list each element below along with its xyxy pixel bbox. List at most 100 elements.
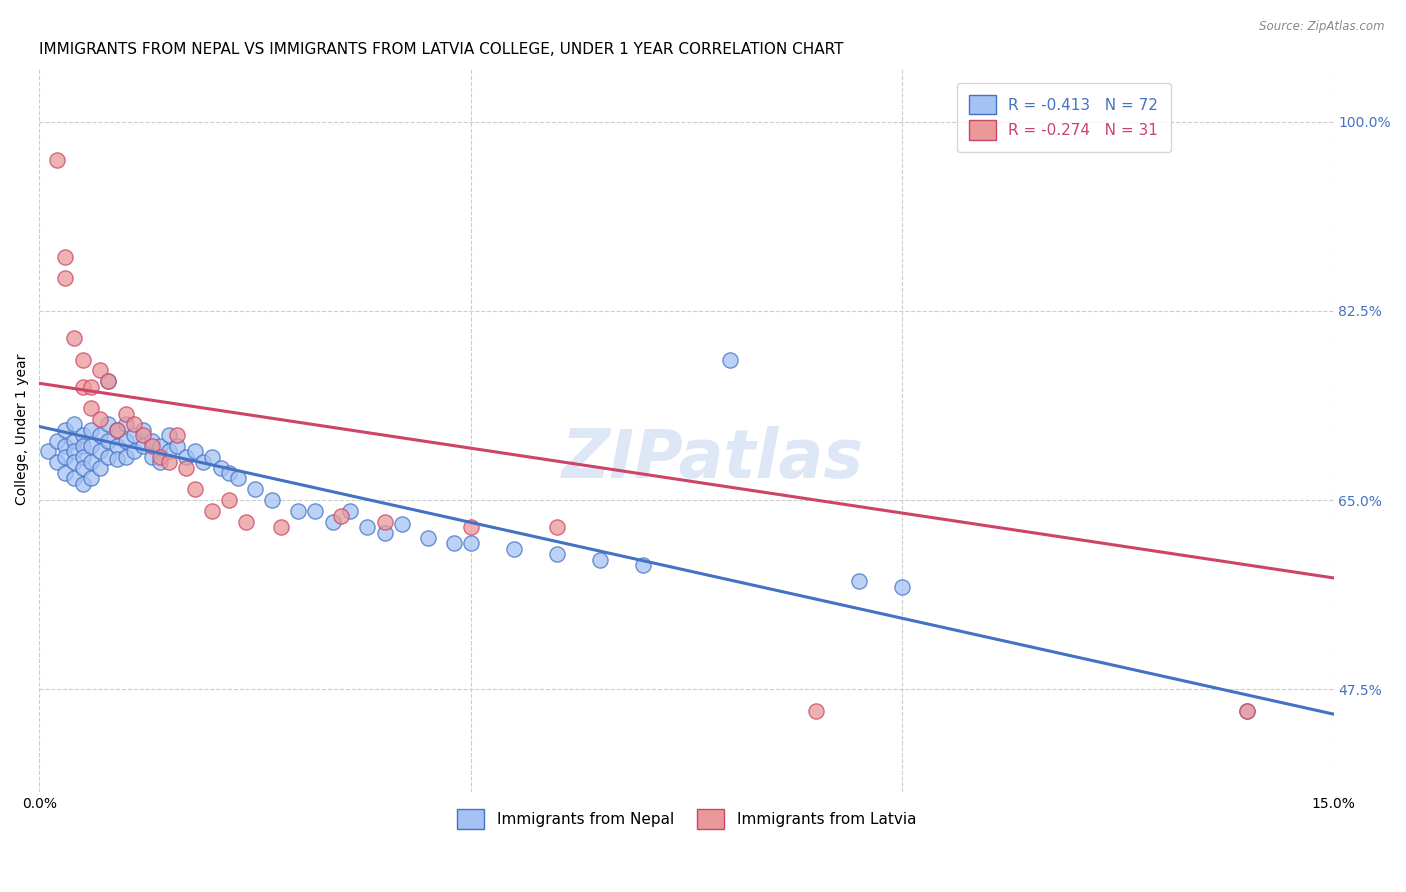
Point [262,493,284,508]
Point [80,471,103,485]
Point [226,471,249,485]
Point [53,250,76,264]
Point [114,417,136,432]
Text: IMMIGRANTS FROM NEPAL VS IMMIGRANTS FROM LATVIA COLLEGE, UNDER 1 YEAR CORRELATIO: IMMIGRANTS FROM NEPAL VS IMMIGRANTS FROM… [39,42,844,57]
Y-axis label: College, Under 1 year: College, Under 1 year [15,354,30,506]
Point [97,374,120,388]
Point [304,504,326,518]
Point [53,439,76,453]
Point [460,520,482,534]
Point [201,450,224,464]
Point [141,439,163,453]
Point [63,331,86,345]
Point [105,423,128,437]
Point [141,450,163,464]
Point [72,379,94,393]
Point [848,574,870,589]
Point [166,439,188,453]
Point [72,439,94,453]
Point [1236,704,1258,718]
Point [72,450,94,464]
Point [114,450,136,464]
Point [45,434,67,448]
Point [157,455,180,469]
Point [105,452,128,467]
Point [589,552,612,566]
Point [546,547,568,561]
Point [124,444,146,458]
Point [80,379,103,393]
Point [243,483,266,497]
Point [37,444,59,458]
Point [443,536,465,550]
Point [53,271,76,285]
Point [80,455,103,469]
Point [132,423,155,437]
Point [132,428,155,442]
Point [80,401,103,416]
Point [891,580,914,594]
Point [149,450,172,464]
Point [105,423,128,437]
Point [149,455,172,469]
Point [53,450,76,464]
Text: Source: ZipAtlas.com: Source: ZipAtlas.com [1260,20,1385,33]
Point [89,363,111,377]
Point [63,417,86,432]
Point [89,444,111,458]
Point [235,515,257,529]
Point [339,504,361,518]
Point [201,504,224,518]
Point [72,352,94,367]
Point [97,374,120,388]
Point [105,439,128,453]
Point [174,460,197,475]
Point [72,460,94,475]
Point [53,466,76,480]
Point [183,483,205,497]
Point [72,476,94,491]
Point [633,558,655,572]
Point [63,434,86,448]
Point [287,504,309,518]
Point [157,444,180,458]
Point [53,423,76,437]
Point [80,439,103,453]
Text: ZIPatlas: ZIPatlas [561,425,863,491]
Point [89,428,111,442]
Point [270,520,292,534]
Point [356,520,378,534]
Point [124,417,146,432]
Legend: Immigrants from Nepal, Immigrants from Latvia: Immigrants from Nepal, Immigrants from L… [451,803,922,835]
Point [174,450,197,464]
Point [132,439,155,453]
Point [416,531,439,545]
Point [124,428,146,442]
Point [45,153,67,167]
Point [80,423,103,437]
Point [97,434,120,448]
Point [503,541,526,556]
Point [157,428,180,442]
Point [373,525,395,540]
Point [322,515,344,529]
Point [209,460,232,475]
Point [149,439,172,453]
Point [218,466,240,480]
Point [63,455,86,469]
Point [183,444,205,458]
Point [718,352,741,367]
Point [218,493,240,508]
Point [391,516,413,531]
Point [89,460,111,475]
Point [804,704,827,718]
Point [97,417,120,432]
Point [97,450,120,464]
Point [1236,704,1258,718]
Point [89,412,111,426]
Point [63,471,86,485]
Point [460,536,482,550]
Point [141,434,163,448]
Point [166,428,188,442]
Point [330,509,353,524]
